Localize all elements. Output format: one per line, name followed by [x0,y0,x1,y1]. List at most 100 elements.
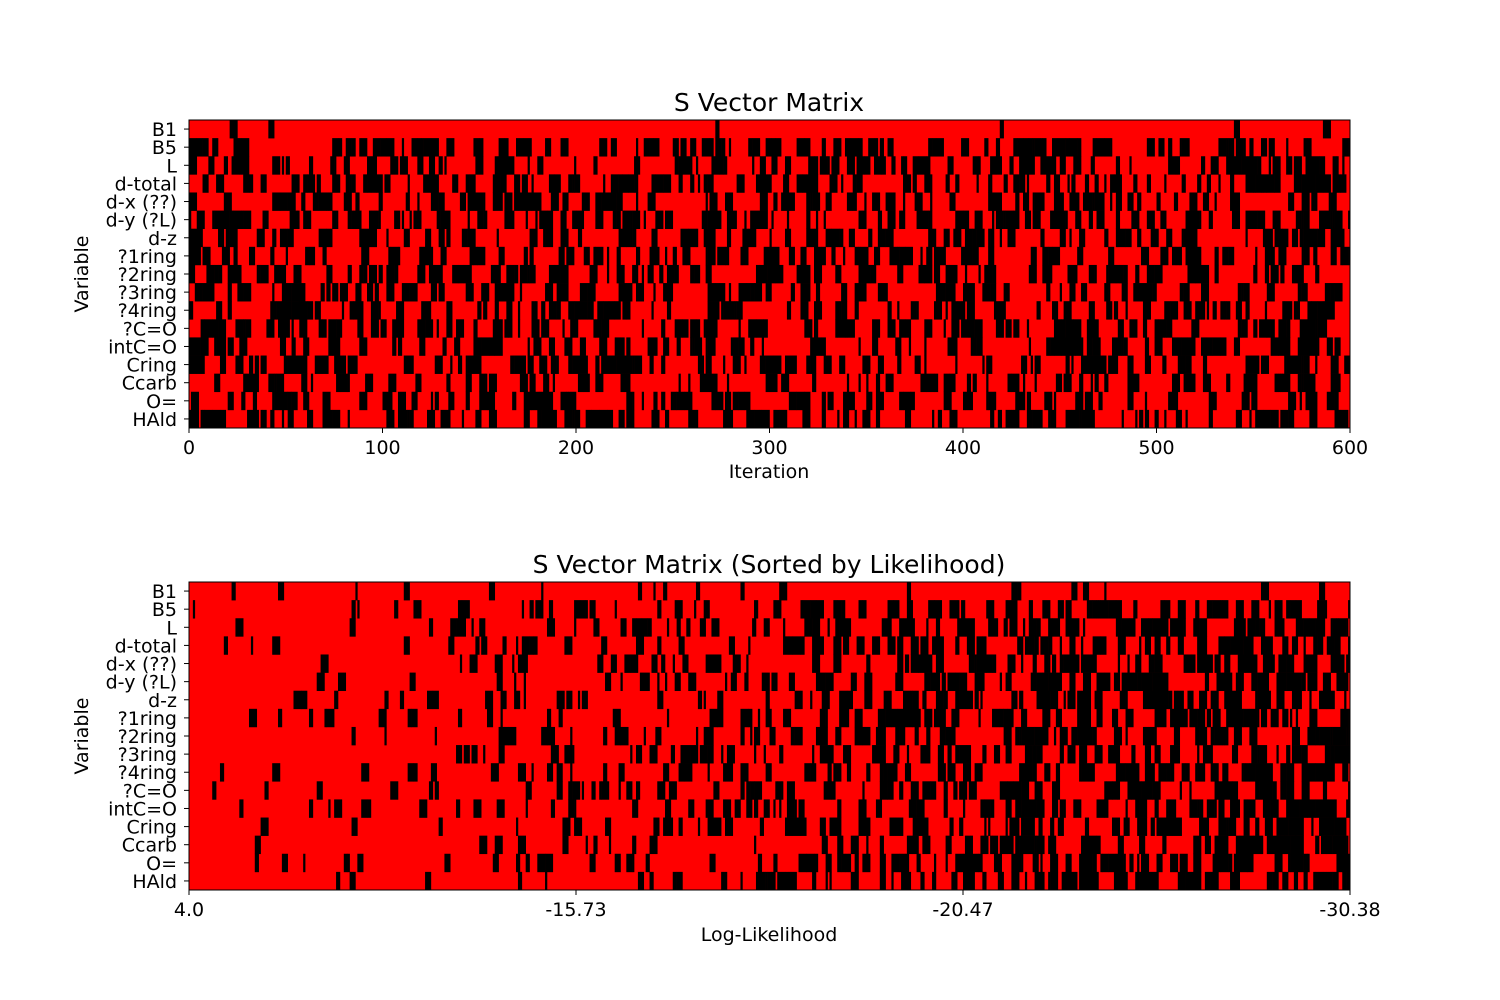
heatmap-cell-off [1115,228,1119,248]
heatmap-cell-off [914,174,917,193]
heatmap-cell-off [990,174,993,193]
heatmap-cell-off [635,283,645,302]
y-tick-label: intC=O [108,798,177,820]
heatmap-cell-off [1326,337,1333,356]
heatmap-cell-off [1342,156,1345,175]
heatmap-cell-off [1255,409,1264,429]
heatmap-cell-off [1028,156,1035,175]
heatmap-cell-off [568,301,575,320]
x-tick-labels-sorted: 4.0 -15.73 -20.47 -30.38 [174,890,1381,921]
heatmap-cell-off [939,726,946,746]
heatmap-cell-off [546,726,556,746]
heatmap-cell-off [1299,283,1302,302]
heatmap-cell-off [1030,726,1035,746]
heatmap-cell-off [705,799,714,818]
heatmap-cell-off [608,301,615,320]
heatmap-cell-off [1309,708,1318,728]
heatmap-cell-off [1199,618,1206,637]
heatmap-cell-off [386,264,395,284]
heatmap-cell-off [678,156,683,175]
heatmap-cell-off [955,174,960,193]
heatmap-cell-off [1340,210,1343,230]
heatmap-cell-off [810,355,817,374]
heatmap-cell-off [1214,835,1221,855]
y-tick-label: d-x (??) [106,192,177,214]
heatmap-cell-off [1092,636,1101,655]
heatmap-cell-off [1115,210,1121,230]
heatmap-cell-off [1218,781,1225,800]
heatmap-cell-off [411,138,418,157]
heatmap-cell-off [1309,618,1316,637]
heatmap-cell-off [1317,600,1320,619]
heatmap-cell-off [407,763,414,782]
heatmap-cell-off [1117,228,1126,248]
heatmap-cell-off [1015,409,1020,429]
heatmap-cell-off [603,174,606,193]
heatmap-cell-off [1040,192,1043,211]
heatmap-cell-off [463,745,470,764]
heatmap-cell-off [303,853,306,873]
heatmap-cell-off [1189,799,1192,818]
heatmap-cell-off [1237,301,1242,320]
heatmap-cell-off [1288,853,1291,873]
heatmap-cell-off [655,210,664,230]
heatmap-cell-off [943,391,952,411]
heatmap-cell-off [1148,654,1155,673]
heatmap-cell-off [281,283,285,302]
heatmap-cell-off [189,138,198,157]
heatmap-cell-off [1081,763,1090,782]
heatmap-cell-off [1011,817,1020,836]
heatmap-cell-off [388,246,391,266]
heatmap-cell-off [272,636,281,655]
heatmap-cell-off [361,799,368,818]
heatmap-cell-off [767,264,776,284]
heatmap-cell-off [1307,138,1312,157]
heatmap-cell-off [870,391,873,411]
heatmap-cell-off [663,283,672,302]
heatmap-cell-off [229,120,234,139]
heatmap-cell-off [1154,799,1159,818]
heatmap-cell-off [1251,373,1258,393]
heatmap-cell-off [933,264,941,284]
heatmap-cell-off [1040,228,1045,248]
y-tick-label: ?2ring [118,264,177,286]
heatmap-cell-off [461,600,470,619]
heatmap-cell-off [997,409,1002,429]
heatmap-cell-off [1268,600,1271,619]
heatmap-cell-off [1231,871,1235,891]
heatmap-cell-off [446,373,451,393]
heatmap-cell-off [1340,708,1343,728]
heatmap-cell-off [328,799,331,818]
heatmap-cell-off [1286,600,1291,619]
heatmap-cell-off [827,156,830,175]
heatmap-cell-off [1059,156,1066,175]
heatmap-cell-off [1052,246,1061,266]
heatmap-cell-off [419,337,426,356]
heatmap-cell-off [531,391,540,411]
heatmap-cell-off [1305,156,1312,175]
heatmap-cell-off [1069,337,1076,356]
heatmap-cell-off [765,283,772,302]
heatmap-cell-off [963,283,968,302]
heatmap-cell-off [1115,745,1119,764]
heatmap-cell-off [1322,618,1326,637]
heatmap-cell-off [784,228,792,248]
heatmap-cell-off [1208,391,1217,411]
heatmap-cell-off [829,745,834,764]
heatmap-cell-off [800,690,803,710]
heatmap-cell-off [347,373,350,393]
heatmap-cell-off [887,600,894,619]
heatmap-cell-off [1210,690,1219,710]
heatmap-cell-off [639,871,645,891]
heatmap-cell-off [657,690,664,710]
heatmap-cell-off [196,355,205,374]
heatmap-cell-off [1326,817,1335,836]
heatmap-cell-off [922,835,927,855]
heatmap-cell-off [752,138,761,157]
heatmap-cell-off [260,817,269,836]
heatmap-cell-off [258,264,261,284]
heatmap-cell-off [1162,835,1167,855]
heatmap-cell-off [1197,763,1206,782]
heatmap-cell-off [1092,138,1097,157]
heatmap-cell-off [1034,636,1039,655]
